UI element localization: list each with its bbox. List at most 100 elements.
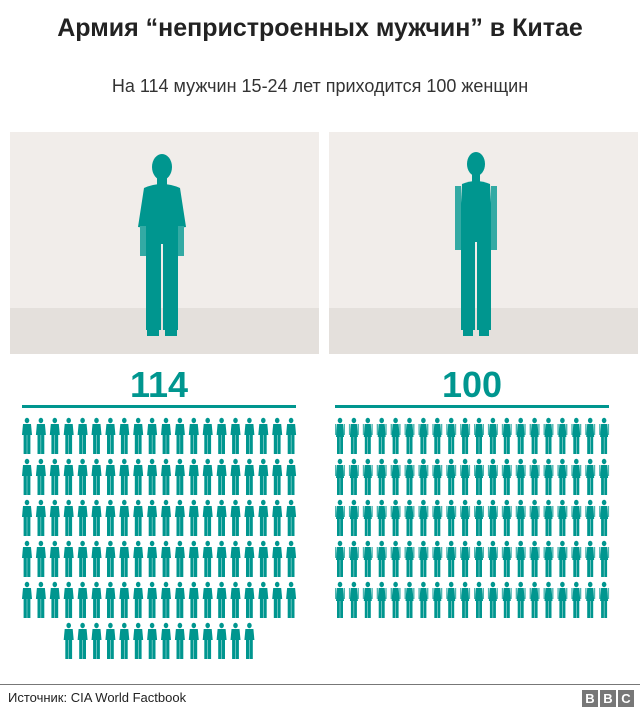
man-pictogram [216, 458, 227, 495]
man-pictogram [244, 458, 255, 495]
man-pictogram [35, 581, 46, 618]
men-rule [22, 405, 296, 408]
woman-icon [455, 152, 497, 336]
man-pictogram [161, 581, 171, 618]
woman-pictogram [515, 458, 526, 495]
man-pictogram [105, 458, 116, 495]
woman-pictogram [432, 581, 443, 618]
man-pictogram [119, 499, 130, 536]
man-pictogram [286, 540, 297, 577]
man-pictogram [63, 499, 74, 536]
woman-pictogram [501, 499, 512, 536]
woman-pictogram [529, 499, 540, 536]
woman-pictogram [487, 417, 498, 454]
woman-pictogram [529, 581, 540, 618]
man-pictogram [216, 622, 227, 659]
woman-pictogram [529, 417, 540, 454]
man-pictogram [22, 499, 32, 536]
man-pictogram [174, 417, 185, 454]
man-pictogram [174, 622, 185, 659]
man-pictogram [161, 622, 171, 659]
woman-pictogram [501, 540, 512, 577]
man-pictogram [105, 499, 116, 536]
man-pictogram [119, 540, 130, 577]
woman-pictogram [446, 540, 457, 577]
pictogram-grid [22, 417, 610, 659]
woman-pictogram [348, 540, 359, 577]
woman-pictogram [418, 581, 429, 618]
man-pictogram [49, 458, 60, 495]
woman-pictogram [348, 417, 359, 454]
woman-pictogram [348, 581, 359, 618]
man-pictogram [119, 458, 130, 495]
woman-pictogram [376, 540, 387, 577]
woman-pictogram [585, 417, 596, 454]
man-pictogram [216, 581, 227, 618]
woman-pictogram [432, 417, 443, 454]
man-pictogram [147, 622, 158, 659]
man-pictogram [188, 622, 199, 659]
man-pictogram [35, 417, 46, 454]
woman-pictogram [432, 540, 443, 577]
man-pictogram [258, 581, 269, 618]
woman-pictogram [335, 417, 345, 454]
man-pictogram [63, 540, 74, 577]
man-pictogram [133, 458, 144, 495]
woman-pictogram [501, 581, 512, 618]
woman-pictogram [446, 458, 457, 495]
woman-pictogram [474, 458, 484, 495]
woman-pictogram [474, 417, 484, 454]
man-pictogram [174, 458, 185, 495]
woman-pictogram [557, 499, 568, 536]
woman-pictogram [599, 458, 610, 495]
woman-pictogram [487, 540, 498, 577]
woman-pictogram [348, 499, 359, 536]
man-pictogram [91, 417, 102, 454]
man-icon [138, 154, 186, 336]
man-pictogram [63, 458, 74, 495]
man-pictogram [202, 417, 213, 454]
man-pictogram [202, 458, 213, 495]
man-pictogram [174, 581, 185, 618]
man-pictogram [49, 417, 60, 454]
man-pictogram [133, 499, 144, 536]
woman-pictogram [571, 458, 582, 495]
woman-pictogram [390, 581, 401, 618]
man-pictogram [147, 458, 158, 495]
man-pictogram [147, 581, 158, 618]
woman-pictogram [432, 499, 443, 536]
man-pictogram [119, 622, 130, 659]
woman-pictogram [460, 458, 471, 495]
woman-pictogram [404, 540, 415, 577]
woman-pictogram [376, 581, 387, 618]
man-pictogram [105, 417, 116, 454]
woman-pictogram [557, 458, 568, 495]
man-pictogram [174, 540, 185, 577]
woman-pictogram [362, 499, 373, 536]
man-pictogram [202, 499, 213, 536]
man-pictogram [133, 540, 144, 577]
women-rule [335, 405, 609, 408]
woman-pictogram [557, 417, 568, 454]
woman-pictogram [571, 499, 582, 536]
chart-title: Армия “непристроенных мужчин” в Китае [57, 14, 583, 42]
woman-pictogram [335, 499, 345, 536]
man-pictogram [77, 581, 88, 618]
man-pictogram [202, 581, 213, 618]
man-pictogram [161, 540, 171, 577]
man-pictogram [258, 540, 269, 577]
man-pictogram [230, 458, 241, 495]
woman-pictogram [335, 581, 345, 618]
man-pictogram [188, 540, 199, 577]
woman-pictogram [418, 540, 429, 577]
woman-pictogram [446, 417, 457, 454]
man-pictogram [272, 458, 283, 495]
woman-pictogram [432, 458, 443, 495]
source-note: Источник: CIA World Factbook [8, 690, 187, 705]
woman-pictogram [376, 458, 387, 495]
man-pictogram [91, 458, 102, 495]
woman-pictogram [418, 499, 429, 536]
man-pictogram [216, 540, 227, 577]
man-pictogram [216, 417, 227, 454]
